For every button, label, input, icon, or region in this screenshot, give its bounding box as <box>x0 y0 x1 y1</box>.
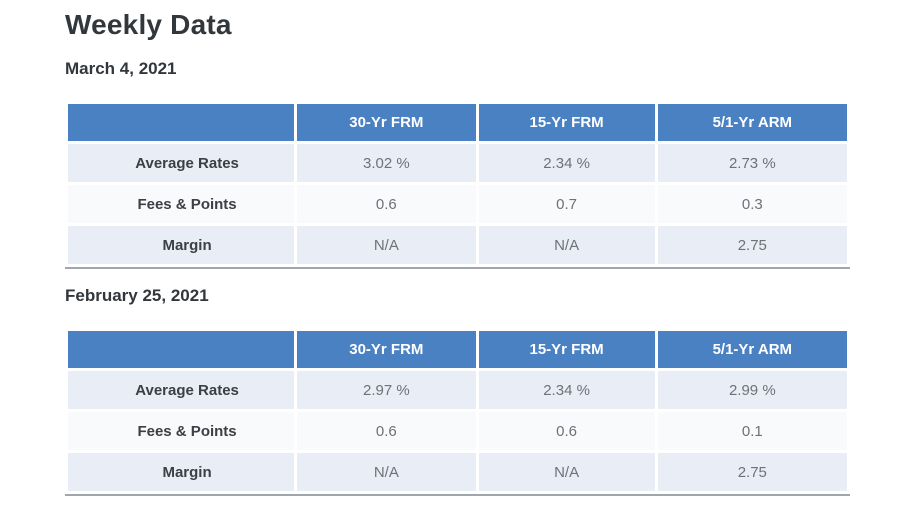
table-row-fees-points: Fees & Points 0.6 0.6 0.1 <box>64 409 851 453</box>
rates-table-march-4-2021: 30-Yr FRM 15-Yr FRM 5/1-Yr ARM Average R… <box>64 101 851 267</box>
column-header-30yr-frm: 30-Yr FRM <box>294 328 479 371</box>
empty-corner-header-cell <box>64 328 298 371</box>
cell-value: 0.7 <box>475 182 658 226</box>
cell-value: N/A <box>294 223 479 267</box>
table-header-row: 30-Yr FRM 15-Yr FRM 5/1-Yr ARM <box>64 328 851 371</box>
rates-table-wrap-2: 30-Yr FRM 15-Yr FRM 5/1-Yr ARM Average R… <box>64 328 851 496</box>
row-label: Margin <box>64 450 298 494</box>
cell-value: 0.3 <box>654 182 851 226</box>
cell-value: 3.02 % <box>294 141 479 185</box>
cell-value: 0.6 <box>475 409 658 453</box>
rates-table-february-25-2021: 30-Yr FRM 15-Yr FRM 5/1-Yr ARM Average R… <box>64 328 851 494</box>
row-label: Margin <box>64 223 298 267</box>
cell-value: N/A <box>475 223 658 267</box>
date-heading-march-4-2021: March 4, 2021 <box>65 59 177 78</box>
row-label: Average Rates <box>64 368 298 412</box>
column-header-30yr-frm: 30-Yr FRM <box>294 101 479 144</box>
cell-value: 2.34 % <box>475 141 658 185</box>
cell-value: 2.99 % <box>654 368 851 412</box>
rates-table-wrap-1: 30-Yr FRM 15-Yr FRM 5/1-Yr ARM Average R… <box>64 101 851 269</box>
table-row-margin: Margin N/A N/A 2.75 <box>64 223 851 267</box>
column-header-51yr-arm: 5/1-Yr ARM <box>654 101 851 144</box>
date-heading-february-25-2021: February 25, 2021 <box>65 286 209 305</box>
cell-value: 0.1 <box>654 409 851 453</box>
table-row-fees-points: Fees & Points 0.6 0.7 0.3 <box>64 182 851 226</box>
cell-value: 2.97 % <box>294 368 479 412</box>
cell-value: 2.75 <box>654 450 851 494</box>
table-row-average-rates: Average Rates 3.02 % 2.34 % 2.73 % <box>64 141 851 185</box>
row-label: Fees & Points <box>64 182 298 226</box>
cell-value: N/A <box>475 450 658 494</box>
cell-value: 2.73 % <box>654 141 851 185</box>
column-header-15yr-frm: 15-Yr FRM <box>475 101 658 144</box>
cell-value: 2.34 % <box>475 368 658 412</box>
column-header-51yr-arm: 5/1-Yr ARM <box>654 328 851 371</box>
empty-corner-header-cell <box>64 101 298 144</box>
row-label: Average Rates <box>64 141 298 185</box>
cell-value: 2.75 <box>654 223 851 267</box>
table-header-row: 30-Yr FRM 15-Yr FRM 5/1-Yr ARM <box>64 101 851 144</box>
row-label: Fees & Points <box>64 409 298 453</box>
column-header-15yr-frm: 15-Yr FRM <box>475 328 658 371</box>
cell-value: 0.6 <box>294 409 479 453</box>
cell-value: 0.6 <box>294 182 479 226</box>
table-row-margin: Margin N/A N/A 2.75 <box>64 450 851 494</box>
table-row-average-rates: Average Rates 2.97 % 2.34 % 2.99 % <box>64 368 851 412</box>
page-title: Weekly Data <box>65 9 232 40</box>
cell-value: N/A <box>294 450 479 494</box>
